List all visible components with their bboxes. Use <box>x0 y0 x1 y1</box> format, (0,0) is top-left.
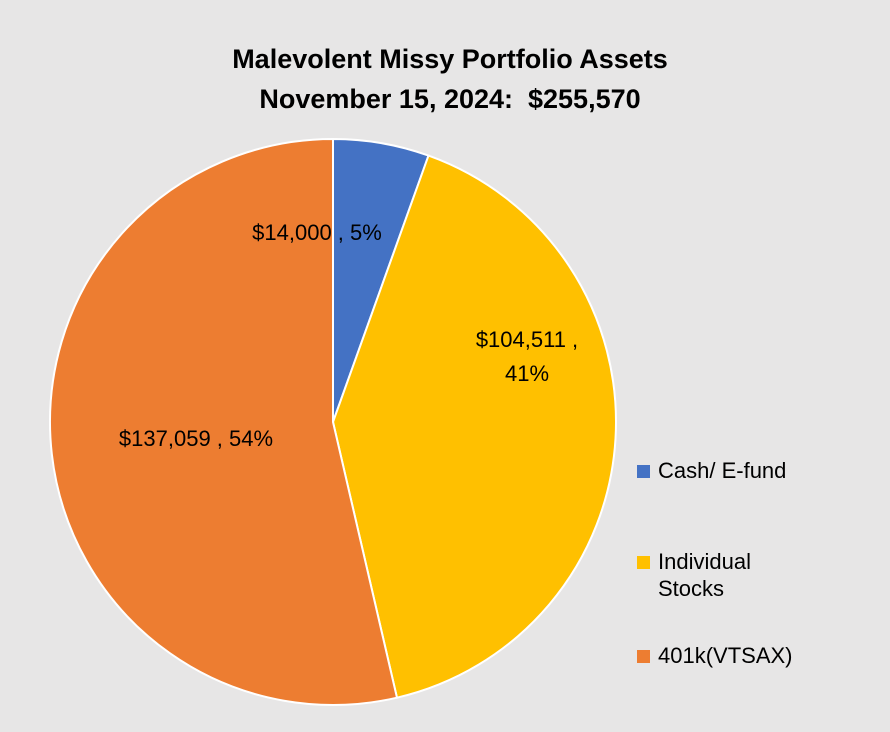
legend-swatch-stocks <box>637 556 650 569</box>
data-label-cash: $14,000 , 5% <box>252 220 382 245</box>
legend-swatch-401k <box>637 650 650 663</box>
pie-slice-stocks <box>331 154 617 699</box>
legend-label-cash: Cash/ E-fund <box>658 458 787 483</box>
chart-title: Malevolent Missy Portfolio Assets <box>232 44 668 74</box>
data-label-401k: $137,059 , 54% <box>119 426 273 451</box>
legend-label-stocks: Individual Stocks <box>658 549 751 601</box>
data-label-stocks: $104,511 , 41% <box>476 327 578 386</box>
chart-subtitle: November 15, 2024: $255,570 <box>259 84 641 114</box>
legend-swatch-cash <box>637 465 650 478</box>
legend-label-401k: 401k(VTSAX) <box>658 643 793 668</box>
pie-slice-401k <box>49 137 399 706</box>
